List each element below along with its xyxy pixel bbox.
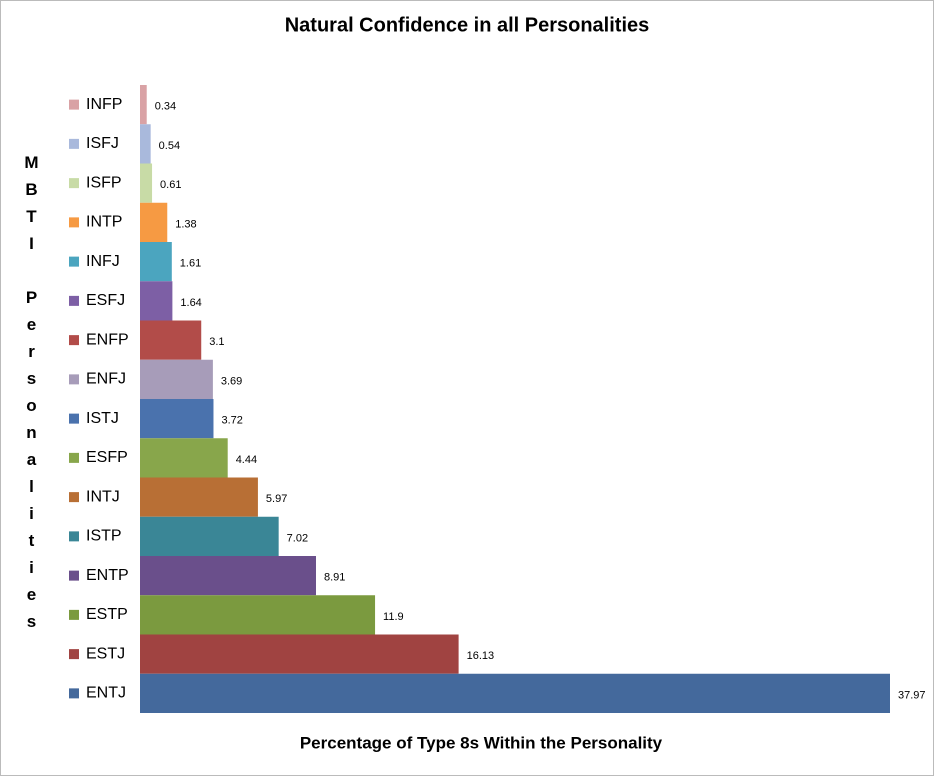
category-label: ENTP — [86, 567, 129, 584]
value-label: 0.61 — [160, 179, 181, 191]
bar — [140, 399, 214, 439]
category-label: ISFP — [86, 174, 122, 191]
value-label: 5.97 — [266, 493, 287, 505]
category-marker — [69, 99, 79, 110]
category-label: ENFJ — [86, 371, 126, 388]
category-label: INFP — [86, 96, 122, 113]
bar — [140, 556, 316, 596]
category-marker — [69, 335, 79, 346]
y-axis-label: MBTI Personalities — [22, 153, 41, 639]
bar — [140, 85, 147, 125]
bar — [140, 477, 258, 517]
category-marker — [69, 295, 79, 306]
value-label: 7.02 — [287, 532, 308, 544]
value-label: 11.9 — [383, 611, 404, 623]
category-marker — [69, 492, 79, 503]
bar — [140, 202, 168, 242]
value-label: 3.72 — [221, 415, 242, 427]
category-marker — [69, 256, 79, 267]
value-label: 3.69 — [221, 375, 242, 387]
category-marker — [69, 413, 79, 424]
category-marker — [69, 452, 79, 463]
x-axis-label: Percentage of Type 8s Within the Persona… — [300, 733, 663, 752]
bar — [140, 516, 279, 556]
category-label: ESFJ — [86, 292, 125, 309]
value-label: 8.91 — [324, 572, 345, 584]
category-marker — [69, 138, 79, 149]
value-label: 1.61 — [180, 258, 201, 270]
bar — [140, 595, 376, 635]
category-marker — [69, 609, 79, 620]
category-label: INTP — [86, 214, 122, 231]
category-label: INTJ — [86, 488, 120, 505]
value-label: 4.44 — [236, 454, 257, 466]
category-marker — [69, 178, 79, 189]
bar — [140, 320, 202, 360]
category-label: ENTJ — [86, 685, 126, 702]
value-label: 3.1 — [209, 336, 224, 348]
category-label: ESFP — [86, 449, 128, 466]
value-label: 1.64 — [180, 297, 201, 309]
category-marker — [69, 531, 79, 542]
bar — [140, 673, 890, 713]
bar — [140, 242, 172, 282]
category-marker — [69, 649, 79, 660]
category-marker — [69, 688, 79, 699]
bar — [140, 124, 151, 164]
category-label: ISTJ — [86, 410, 119, 427]
bar — [140, 634, 459, 674]
category-label: ENFP — [86, 331, 129, 348]
value-label: 0.34 — [155, 101, 176, 113]
category-marker — [69, 570, 79, 581]
bar — [140, 359, 213, 399]
chart-title: Natural Confidence in all Personalities — [285, 14, 650, 36]
value-label: 37.97 — [898, 689, 926, 701]
category-marker — [69, 217, 79, 228]
value-label: 16.13 — [467, 650, 495, 662]
category-label: INFJ — [86, 253, 120, 270]
bar — [140, 163, 153, 203]
bar — [140, 281, 173, 321]
category-marker — [69, 374, 79, 385]
value-label: 0.54 — [159, 140, 180, 152]
category-label: ISFJ — [86, 135, 119, 152]
category-label: ISTP — [86, 528, 122, 545]
category-label: ESTP — [86, 606, 128, 623]
bar — [140, 438, 228, 478]
category-label: ESTJ — [86, 645, 125, 662]
value-label: 1.38 — [175, 218, 196, 230]
